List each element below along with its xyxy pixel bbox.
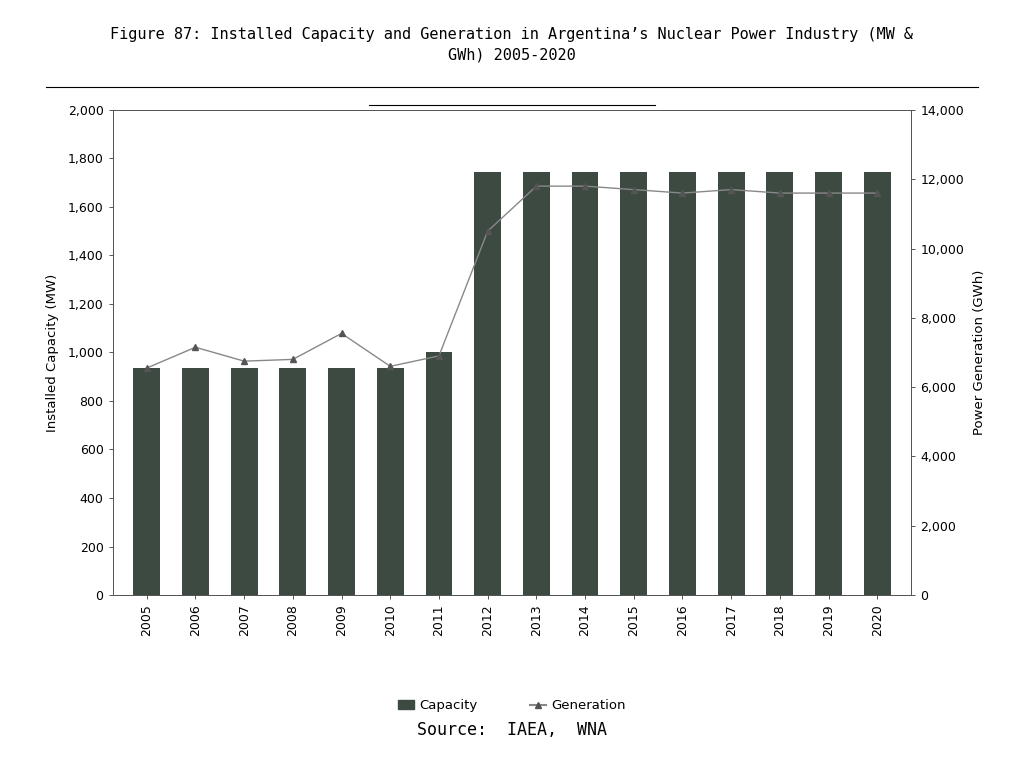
Bar (182, 368, 209, 595)
Y-axis label: Installed Capacity (MW): Installed Capacity (MW) (46, 274, 59, 431)
Text: Figure 87: Installed Capacity and Generation in Argentina’s Nuclear Power Indust: Figure 87: Installed Capacity and Genera… (111, 27, 913, 62)
Bar (621, 172, 647, 595)
Bar (718, 172, 744, 595)
Bar (815, 172, 842, 595)
Bar (669, 172, 696, 595)
Bar (767, 172, 794, 595)
Legend: Capacity, Generation: Capacity, Generation (398, 699, 626, 712)
Bar (571, 172, 598, 595)
Bar (328, 368, 355, 595)
Y-axis label: Power Generation (GWh): Power Generation (GWh) (973, 270, 985, 435)
Bar (133, 368, 160, 595)
Bar (474, 172, 501, 595)
Bar (864, 172, 891, 595)
Bar (426, 352, 453, 595)
Bar (377, 368, 403, 595)
Text: Source:  IAEA,  WNA: Source: IAEA, WNA (417, 721, 607, 739)
Bar (523, 172, 550, 595)
Bar (280, 368, 306, 595)
Bar (230, 368, 257, 595)
